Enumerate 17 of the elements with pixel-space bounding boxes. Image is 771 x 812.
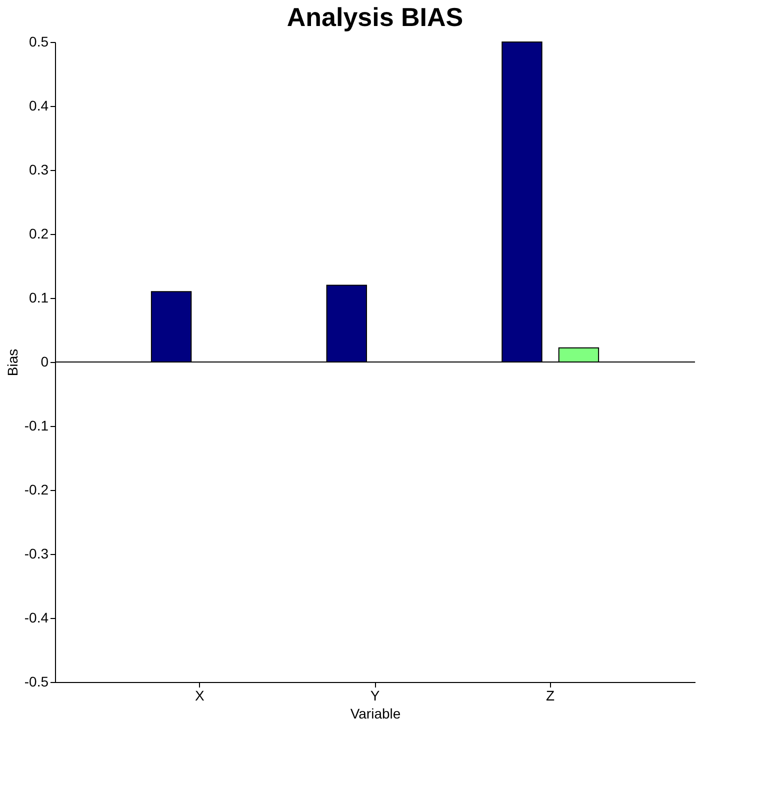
y-tick-label: -0.2 (24, 482, 49, 498)
x-axis-title: Variable (350, 706, 401, 722)
y-tick-label: -0.5 (24, 674, 49, 690)
y-tick-label: 0.3 (29, 162, 49, 178)
y-tick-label: 0.4 (29, 98, 49, 114)
y-tick-label: -0.1 (24, 418, 49, 434)
x-tick-label: Y (370, 688, 380, 704)
y-tick-label: 0.1 (29, 290, 49, 306)
y-tick-label: 0.2 (29, 226, 49, 242)
y-tick-label: 0.5 (29, 34, 49, 50)
y-tick-label: -0.4 (24, 610, 49, 626)
x-tick-label: Z (546, 688, 556, 704)
y-axis-title: Bias (4, 348, 20, 376)
y-tick-label: 0 (40, 354, 49, 370)
x-tick-label: X (194, 688, 205, 704)
chart-title: Analysis BIAS (286, 2, 464, 32)
y-tick-label: -0.3 (24, 546, 49, 562)
